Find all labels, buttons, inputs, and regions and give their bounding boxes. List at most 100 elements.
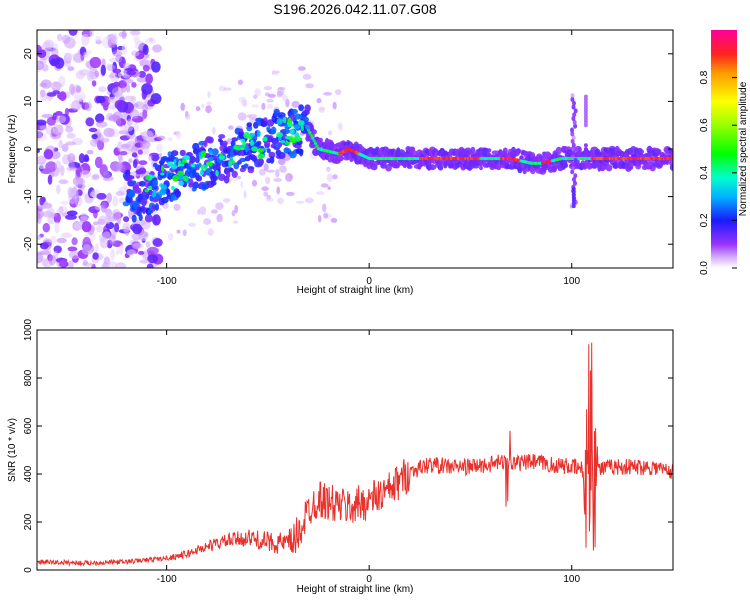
spectrogram-cell bbox=[211, 148, 219, 156]
spectrogram-cell bbox=[112, 195, 118, 207]
spectrogram-cell bbox=[263, 191, 269, 197]
spectrogram-cell bbox=[219, 153, 223, 157]
spectrogram-cell bbox=[58, 179, 69, 185]
spectrogram-cell bbox=[571, 142, 576, 148]
spectrogram-cell bbox=[267, 93, 276, 98]
spectrogram-cell bbox=[74, 195, 83, 207]
spectrogram-cell bbox=[200, 164, 208, 170]
spectrogram-cell bbox=[300, 124, 304, 132]
spectrogram-cell bbox=[89, 191, 98, 198]
spectrogram-cell bbox=[231, 170, 238, 178]
spectrogram-cell bbox=[119, 243, 124, 255]
spectrogram-cell bbox=[304, 104, 311, 113]
spectrogram-cell bbox=[145, 175, 150, 180]
spectrogram-cell bbox=[120, 124, 128, 132]
spectrogram-cell bbox=[132, 159, 138, 169]
spectrogram-cell bbox=[42, 222, 50, 233]
spectrogram-cell bbox=[83, 51, 89, 58]
spectrogram-cell bbox=[262, 136, 268, 142]
spectrogram-cell bbox=[98, 86, 107, 93]
spectrogram-cell bbox=[69, 102, 79, 109]
spectrogram-cell bbox=[188, 183, 194, 188]
spectrogram-cell bbox=[228, 125, 234, 130]
spectrogram-cell bbox=[142, 64, 150, 72]
spectrogram-cell bbox=[201, 104, 205, 109]
spectrogram-cell bbox=[75, 86, 81, 93]
spectrogram-cell bbox=[58, 206, 64, 215]
spectrogram-cell bbox=[571, 165, 576, 171]
spectrogram-cell bbox=[141, 83, 153, 95]
spectrogram-cell bbox=[210, 180, 217, 186]
spectrogram-cell bbox=[297, 66, 304, 71]
spectrogram-cell bbox=[102, 231, 111, 240]
spectrogram-cell bbox=[66, 132, 76, 139]
spectrogram-cell bbox=[175, 191, 181, 198]
spectrogram-cell bbox=[67, 66, 75, 71]
spectrogram-cell bbox=[52, 123, 61, 135]
spectrogram-cell bbox=[81, 244, 92, 256]
spectrogram-cell bbox=[573, 123, 578, 129]
spectrogram-cell bbox=[138, 167, 147, 175]
spectrogram-cell bbox=[261, 186, 269, 191]
spectrogram-cell bbox=[110, 32, 119, 45]
spectrogram-cell bbox=[327, 186, 331, 190]
spectrogram-cell bbox=[167, 137, 173, 142]
colorbar: 0.0 0.2 0.4 0.6 0.8 Normalized spectral ampl… bbox=[699, 30, 749, 275]
snr-series-line bbox=[37, 342, 673, 567]
spectrogram-cell bbox=[250, 139, 254, 146]
spectrogram-cell bbox=[179, 149, 186, 157]
spectrogram-cell bbox=[244, 145, 250, 153]
spectrogram-cell bbox=[285, 191, 295, 196]
spectrogram-y-tick-label: 20 bbox=[23, 48, 34, 60]
spectrogram-cell bbox=[106, 192, 112, 204]
spectrogram-cell bbox=[304, 124, 310, 130]
spectrogram-cell bbox=[89, 30, 94, 37]
spectrogram-cell bbox=[266, 103, 274, 110]
colorbar-tick-label: 0.4 bbox=[699, 165, 710, 179]
spectrogram-cell bbox=[148, 154, 153, 161]
spectrogram-cell bbox=[59, 259, 67, 268]
spectrogram-cell bbox=[46, 207, 56, 219]
spectrogram-cell bbox=[200, 150, 207, 158]
spectrogram-cell bbox=[256, 140, 262, 146]
spectrogram-cell bbox=[182, 229, 187, 237]
spectrogram-cell bbox=[577, 147, 582, 156]
spectrogram-cell bbox=[334, 89, 342, 95]
spectrogram-cell bbox=[39, 250, 51, 256]
spectrogram-cell bbox=[37, 60, 44, 71]
spectrogram-cell bbox=[73, 222, 85, 230]
spectrogram-cell bbox=[573, 157, 578, 163]
spectrogram-cell bbox=[278, 157, 286, 166]
spectrogram-cell bbox=[142, 44, 149, 56]
spectrogram-cell bbox=[263, 163, 269, 171]
spectrogram-cell bbox=[184, 113, 191, 120]
spectrogram-cell bbox=[573, 173, 578, 179]
spectrogram-cell bbox=[240, 181, 244, 189]
spectrogram-cell bbox=[252, 179, 257, 187]
spectrogram-cell bbox=[312, 139, 316, 143]
spectrogram-cell bbox=[583, 106, 588, 111]
spectrogram-cell bbox=[605, 164, 613, 172]
spectrogram-cell bbox=[288, 136, 295, 142]
spectrogram-cell bbox=[159, 188, 167, 196]
spectrogram-cell bbox=[583, 94, 588, 99]
spectrogram-cell bbox=[107, 261, 118, 268]
spectrogram-cell bbox=[132, 180, 137, 185]
spectrogram-cell bbox=[276, 90, 283, 98]
spectrogram-cell bbox=[111, 86, 124, 97]
snr-y-tick-label: 0 bbox=[23, 567, 34, 573]
spectrogram-cell bbox=[100, 201, 108, 213]
spectrogram-cell bbox=[583, 97, 588, 102]
spectrogram-cell bbox=[40, 91, 48, 102]
spectrogram-cell bbox=[228, 167, 234, 173]
spectrogram-cell bbox=[470, 146, 476, 154]
spectrogram-cell bbox=[397, 149, 406, 157]
spectrogram-cell bbox=[318, 137, 323, 143]
spectrogram-cell bbox=[57, 33, 63, 42]
spectrogram-cell bbox=[130, 108, 140, 119]
spectrogram-cell bbox=[243, 132, 251, 139]
snr-y-tick-label: 400 bbox=[23, 465, 34, 482]
spectrogram-cell bbox=[669, 163, 673, 171]
